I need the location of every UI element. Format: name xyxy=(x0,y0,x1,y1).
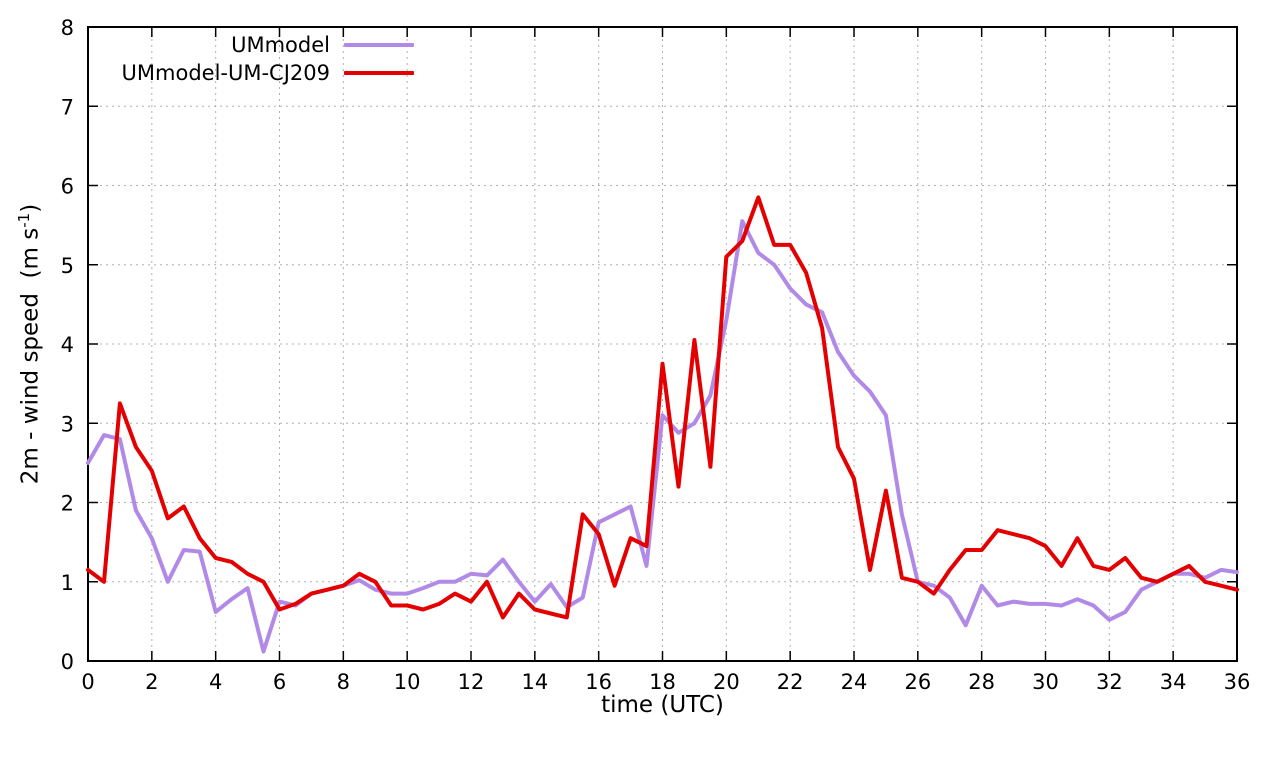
x-tick-label: 22 xyxy=(777,670,804,694)
legend-item-ummodel-um-cj209: UMmodel-UM-CJ209 xyxy=(92,60,414,85)
x-axis-label: time (UTC) xyxy=(601,692,724,718)
legend: UMmodel UMmodel-UM-CJ209 xyxy=(92,32,414,85)
x-tick-label: 16 xyxy=(585,670,612,694)
y-tick-label: 8 xyxy=(61,16,74,40)
y-tick-label: 3 xyxy=(61,412,74,436)
x-tick-label: 18 xyxy=(649,670,676,694)
x-tick-label: 24 xyxy=(841,670,868,694)
x-tick-label: 4 xyxy=(209,670,222,694)
x-tick-label: 20 xyxy=(713,670,740,694)
legend-label: UMmodel xyxy=(231,32,330,57)
legend-line-sample xyxy=(344,70,414,75)
legend-label: UMmodel-UM-CJ209 xyxy=(121,60,330,85)
series-line-UMmodel xyxy=(86,219,1239,654)
y-tick-label: 2 xyxy=(61,492,74,516)
x-tick-label: 36 xyxy=(1224,670,1251,694)
x-tick-label: 32 xyxy=(1096,670,1123,694)
plot-border xyxy=(87,26,1238,662)
y-tick-label: 5 xyxy=(61,254,74,278)
x-tick-label: 30 xyxy=(1032,670,1059,694)
x-tick-label: 14 xyxy=(521,670,548,694)
x-tick-label: 2 xyxy=(145,670,158,694)
x-tick-label: 26 xyxy=(904,670,931,694)
legend-line-sample xyxy=(344,42,414,47)
legend-item-ummodel: UMmodel xyxy=(92,32,414,57)
x-tick-label: 10 xyxy=(394,670,421,694)
y-tick-label: 6 xyxy=(61,175,74,199)
x-tick-label: 34 xyxy=(1160,670,1187,694)
y-tick-label: 0 xyxy=(61,650,74,674)
y-axis-label-text: 2m - wind speed (m s xyxy=(17,227,44,485)
x-tick-label: 0 xyxy=(81,670,94,694)
series-line-UMmodel-UM-CJ209 xyxy=(86,195,1239,620)
y-axis-label-sup: -1 xyxy=(15,212,33,228)
y-axis-label: 2m - wind speed (m s-1) xyxy=(10,44,44,644)
y-axis-label-suffix: ) xyxy=(17,203,44,213)
y-tick-label: 1 xyxy=(61,571,74,595)
x-tick-label: 28 xyxy=(968,670,995,694)
y-tick-label: 7 xyxy=(61,95,74,119)
x-tick-label: 12 xyxy=(458,670,485,694)
y-tick-label: 4 xyxy=(61,333,74,357)
x-tick-label: 8 xyxy=(337,670,350,694)
x-tick-label: 6 xyxy=(273,670,286,694)
